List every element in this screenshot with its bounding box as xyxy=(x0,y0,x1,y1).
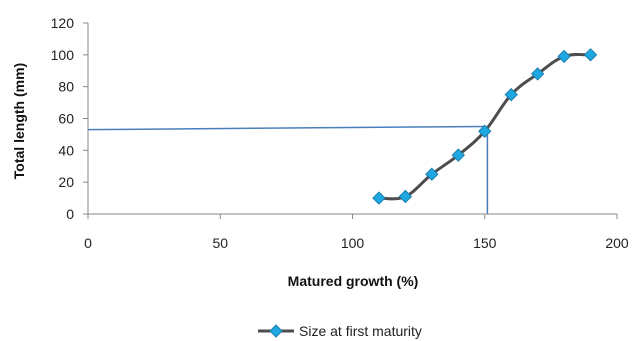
data-point-marker xyxy=(425,167,439,181)
x-axis-title: Matured growth (%) xyxy=(288,273,419,289)
legend: Size at first maturity xyxy=(258,323,422,339)
y-tick-label: 80 xyxy=(58,79,74,95)
y-axis-title: Total length (mm) xyxy=(11,63,27,179)
data-point-marker xyxy=(530,67,545,81)
labels-layer: Matured growth (%) Total length (mm) xyxy=(11,63,418,289)
data-point-marker xyxy=(398,189,413,204)
y-tick-label: 40 xyxy=(58,142,74,158)
data-point-marker xyxy=(478,124,492,138)
data-point-marker xyxy=(583,48,598,62)
horizontal-reference-line xyxy=(87,125,485,131)
x-tick-label: 0 xyxy=(84,235,92,251)
y-tick-label: 20 xyxy=(58,174,74,190)
y-tick-label: 0 xyxy=(66,206,74,222)
x-tick-label: 50 xyxy=(212,235,228,251)
x-tick-label: 100 xyxy=(341,235,365,251)
data-point-marker xyxy=(557,49,571,64)
data-point-marker xyxy=(372,191,386,205)
x-tick-label: 200 xyxy=(605,235,629,251)
axes-layer: 0 20 40 60 80 100 120 0 50 100 150 200 xyxy=(51,15,629,251)
data-point-marker xyxy=(451,148,466,162)
y-tick-label: 60 xyxy=(58,111,74,127)
legend-label: Size at first maturity xyxy=(299,323,422,339)
data-point-marker xyxy=(504,87,518,102)
reference-lines xyxy=(87,125,489,214)
series-layer xyxy=(372,48,598,205)
y-tick-label: 100 xyxy=(51,47,75,63)
y-tick-label: 120 xyxy=(51,15,75,31)
x-tick-label: 150 xyxy=(473,235,497,251)
legend-marker xyxy=(269,324,283,338)
